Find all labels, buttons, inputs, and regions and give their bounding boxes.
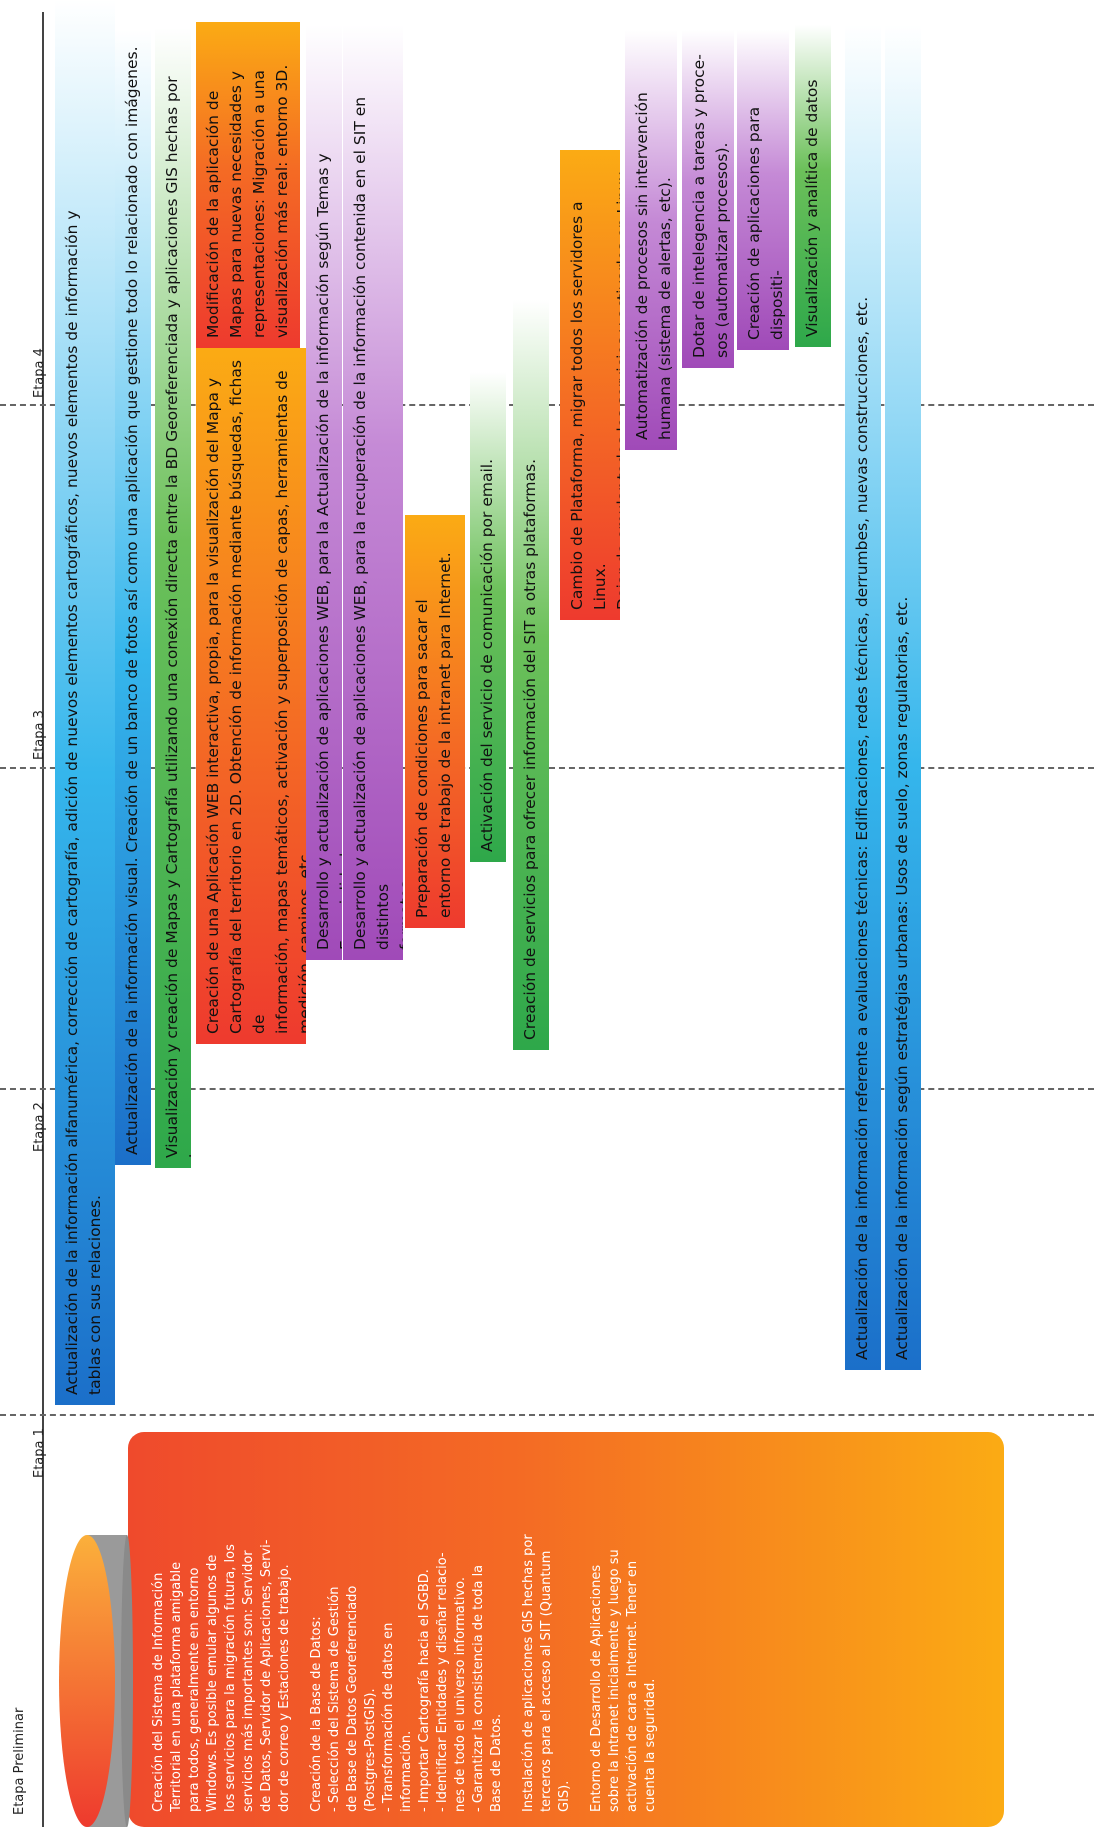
stage-label-4: Etapa 4	[32, 348, 47, 398]
timeline-axis	[42, 12, 44, 1827]
preliminary-paragraph-3: Instalación de aplicaciones GIS hechas p…	[521, 1534, 572, 1812]
task-bar-11-text: Cambio de Plataforma, migrar todos los s…	[568, 166, 620, 610]
preliminary-paragraph-2: Creación de la Base de Datos: - Selecció…	[309, 1552, 504, 1812]
task-bar-9-text: Activación del servicio de comunicación …	[478, 458, 496, 852]
task-bar-17-text: Actualización de la información según es…	[893, 596, 911, 1360]
task-bar-14: Creación de aplicaciones para dispositi-…	[737, 30, 789, 350]
task-bar-5-text: Modificación de la aplicación de Mapas p…	[204, 64, 291, 338]
task-bar-1: Actualización de la información alfanumé…	[55, 0, 115, 1405]
task-bar-14-text: Creación de aplicaciones para dispositi-…	[745, 106, 786, 340]
task-bar-2-text: Actualización de la información visual. …	[123, 46, 141, 1155]
stage-label-1: Etapa 1	[32, 1428, 47, 1478]
task-bar-15: Visualización y analítica de datos	[795, 25, 831, 347]
stage-separator-2	[0, 1088, 1094, 1090]
task-bar-7: Desarrollo y actualización de aplicacion…	[343, 25, 403, 960]
database-cylinder-icon	[59, 1535, 133, 1827]
preliminary-paragraph-4: Entorno de Desarrollo de Aplicaciones so…	[589, 1549, 658, 1812]
task-bar-6: Desarrollo y actualización de aplicacion…	[306, 25, 342, 960]
task-bar-17: Actualización de la información según es…	[885, 25, 921, 1370]
task-bar-13: Dotar de intelegencia a tareas y proce- …	[682, 30, 734, 368]
task-bar-8: Preparación de condiciones para sacar el…	[405, 515, 465, 928]
task-bar-16-text: Actualización de la información referent…	[853, 296, 871, 1360]
task-bar-13-text: Dotar de intelegencia a tareas y proce- …	[690, 54, 731, 358]
stage-label-3: Etapa 3	[32, 710, 47, 760]
task-bar-15-text: Visualización y analítica de datos	[803, 79, 821, 337]
stage-label-2: Etapa 2	[32, 1102, 47, 1152]
task-bar-1-text: Actualización de la información alfanumé…	[63, 210, 104, 1395]
task-bar-3-text: Visualización y creación de Mapas y Cart…	[163, 76, 191, 1158]
task-bar-2: Actualización de la información visual. …	[115, 30, 151, 1165]
preliminary-text: Creación del Sistema de Información Terr…	[150, 1432, 674, 1812]
task-bar-4-text: Creación de una Aplicación WEB interacti…	[204, 360, 306, 1034]
task-bar-8-text: Preparación de condiciones para sacar el…	[413, 552, 454, 918]
task-bar-11: Cambio de Plataforma, migrar todos los s…	[560, 150, 620, 620]
task-bar-4: Creación de una Aplicación WEB interacti…	[196, 348, 306, 1044]
task-bar-6-text: Desarrollo y actualización de aplicacion…	[314, 153, 342, 950]
task-bar-10: Creación de servicios para ofrecer infor…	[513, 300, 549, 1050]
task-bar-7-text: Desarrollo y actualización de aplicacion…	[351, 96, 403, 950]
task-bar-12-text: Automatización de procesos sin intervenc…	[633, 92, 674, 440]
task-bar-16: Actualización de la información referent…	[845, 25, 881, 1370]
task-bar-12: Automatización de procesos sin intervenc…	[625, 30, 677, 450]
task-bar-10-text: Creación de servicios para ofrecer infor…	[521, 459, 539, 1040]
preliminary-paragraph-1: Creación del Sistema de Información Terr…	[151, 1539, 292, 1812]
stage-separator-1	[0, 1414, 1094, 1416]
preliminary-box	[128, 1432, 1004, 1827]
task-bar-5: Modificación de la aplicación de Mapas p…	[196, 22, 300, 348]
task-bar-9: Activación del servicio de comunicación …	[470, 372, 506, 862]
task-bar-3: Visualización y creación de Mapas y Cart…	[155, 28, 191, 1168]
stage-label-preliminar: Etapa Preliminar	[12, 1707, 27, 1815]
